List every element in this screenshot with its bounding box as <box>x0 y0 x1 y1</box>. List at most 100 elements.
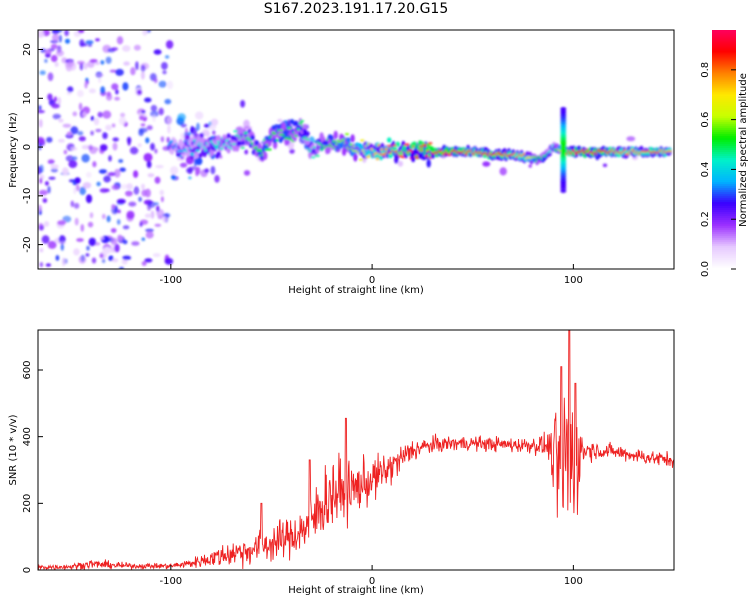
spectrogram-noise-blob <box>122 82 129 91</box>
colorbar-segment <box>712 239 736 242</box>
spectrogram-noise-blob <box>154 176 161 184</box>
y-tick-label: 0 <box>22 144 33 150</box>
colorbar-segment <box>712 55 736 59</box>
spectrogram-noise-blob <box>89 212 94 219</box>
spectrogram-spike-cell <box>560 121 567 126</box>
spectrogram-noise-blob <box>47 93 53 101</box>
spectrogram-noise-blob <box>87 43 93 47</box>
colorbar-tick-label: 0.6 <box>700 112 711 128</box>
spectrogram-noise-blob <box>103 247 112 255</box>
spectrogram-noise-blob <box>120 112 126 118</box>
spectrogram-spike-cell <box>560 107 567 111</box>
spectrogram-noise-blob <box>65 38 70 44</box>
spectrogram-ridge-cell <box>346 137 351 143</box>
colorbar-segment <box>712 135 736 139</box>
spectrogram-ridge-cell <box>278 137 283 143</box>
spectrogram-noise-blob <box>53 96 58 102</box>
spectrogram-noise-blob <box>133 186 140 195</box>
spectrogram-noise-blob <box>66 91 72 96</box>
spectrogram-noise-blob <box>122 255 132 260</box>
spectrogram-noise-blob <box>626 136 636 142</box>
spectrogram-ridge-cell <box>395 141 400 147</box>
spectrogram-noise-blob <box>160 196 164 203</box>
colorbar-segment <box>712 45 736 49</box>
spectrogram-ridge-cell <box>198 152 203 158</box>
spectrogram-noise-blob <box>93 117 100 126</box>
colorbar-segment <box>712 157 736 161</box>
colorbar-segment <box>712 255 736 258</box>
snr-x-axis-title: Height of straight line (km) <box>288 585 424 596</box>
spectrogram-ridge-cell <box>384 148 389 151</box>
spectrogram-noise-blob <box>122 239 128 245</box>
spectrogram-noise-blob <box>80 224 85 232</box>
colorbar-segment <box>712 185 736 188</box>
colorbar-segment <box>712 121 736 125</box>
colorbar-segment <box>712 57 736 61</box>
spectrogram-noise-blob <box>180 162 188 168</box>
spectrogram-noise-blob <box>41 235 50 244</box>
spectrogram-noise-blob <box>121 258 128 265</box>
spectrogram-noise-blob <box>170 166 179 175</box>
spectrogram-noise-blob <box>95 73 104 77</box>
spectrogram-noise-blob <box>66 131 72 136</box>
spectrogram-noise-blob <box>146 125 153 131</box>
spectrogram-noise-blob <box>95 61 100 65</box>
spectrogram-spike-cell <box>560 115 567 120</box>
spectrogram-spike-cell <box>560 142 567 147</box>
spectrogram-noise-blob <box>62 167 69 176</box>
snr-x-ticks: -100 0 100 <box>159 565 583 587</box>
colorbar-segment <box>712 83 736 87</box>
x-tick-label: 0 <box>369 275 375 286</box>
colorbar-segment <box>712 113 736 117</box>
spectrogram-noise-blob <box>152 253 161 258</box>
spectrogram-noise-blob <box>65 155 74 162</box>
spectrogram-spike-cell <box>560 118 567 123</box>
spectrogram-noise-blob <box>56 30 63 33</box>
spectrogram-noise-blob <box>84 81 88 89</box>
spectrogram-noise-blob <box>157 215 163 220</box>
spectrogram-noise-blob <box>114 96 120 101</box>
spectrogram-ridge-cell <box>250 135 255 141</box>
spectrogram-noise-blob <box>118 116 127 126</box>
spectrogram-noise-blob <box>130 67 136 76</box>
spectrogram-noise-blob <box>79 186 86 196</box>
spectrogram-noise-blob <box>136 89 142 96</box>
spectrogram-noise-blob <box>116 36 124 45</box>
spectrogram-ridge-cell <box>364 151 369 158</box>
spectrogram-ridge-cell <box>341 147 347 156</box>
page-title: S167.2023.191.17.20.G15 <box>263 1 449 17</box>
spectrogram-noise-blob <box>95 38 100 42</box>
colorbar-segment <box>712 171 736 174</box>
snr-series-line <box>38 330 674 570</box>
spectrogram-spike-cell <box>560 168 567 173</box>
colorbar-segment <box>712 195 736 198</box>
spectrogram-ridge-cell <box>310 156 316 159</box>
colorbar-segment <box>712 261 736 264</box>
colorbar-segment <box>712 207 736 210</box>
spectrogram-noise-blob <box>277 118 283 123</box>
colorbar-segment <box>712 247 736 250</box>
spectrogram-spike-cell <box>560 183 567 188</box>
spectrogram-noise-blob <box>184 127 188 136</box>
spectrogram-noise-blob <box>150 210 155 219</box>
colorbar-segment <box>712 169 736 173</box>
colorbar-segment <box>712 199 736 202</box>
colorbar-segment <box>712 85 736 89</box>
spectrogram-noise-blob <box>73 248 80 256</box>
spectrogram-noise-blob <box>165 40 174 49</box>
spectrogram-noise-blob <box>98 169 108 174</box>
spectrogram-ridge-cell <box>319 148 324 151</box>
spectrogram-noise-blob <box>207 124 217 130</box>
spectrogram-noise-blob <box>48 176 56 180</box>
spectrogram-noise-blob <box>123 61 130 66</box>
spectrogram-noise-blob <box>114 243 120 253</box>
spectrogram-noise-blob <box>85 40 94 44</box>
spectrogram-noise-blob <box>46 136 53 143</box>
spectrogram-noise-blob <box>138 196 143 202</box>
spectrogram-noise-blob <box>98 77 102 84</box>
spectrogram-spike-cell <box>560 180 567 185</box>
colorbar-segment <box>712 259 736 262</box>
colorbar-segment <box>712 189 736 192</box>
spectrogram-ridge-cell <box>219 147 224 150</box>
spectrogram-spike-cell <box>560 150 567 155</box>
